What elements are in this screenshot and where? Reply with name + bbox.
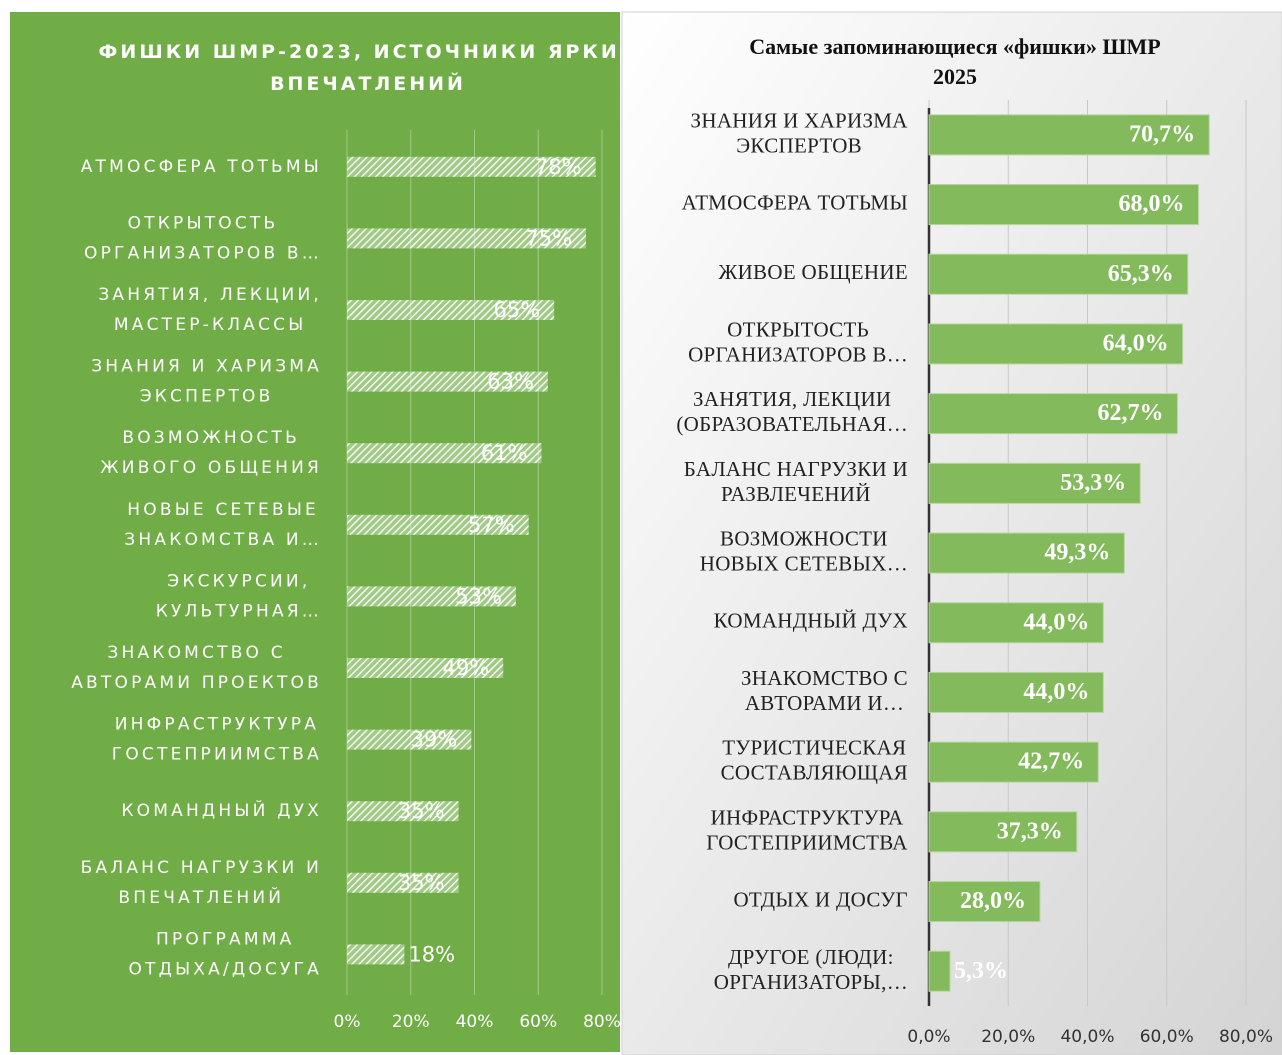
y-tick-label: КОМАНДНЫЙ ДУХ (121, 799, 322, 821)
data-label: 63% (487, 370, 534, 394)
y-tick-label: ЭКСКУРСИИ, КУЛЬТУРНАЯ… (156, 571, 322, 621)
bar (347, 228, 587, 249)
data-label: 44,0% (1023, 609, 1089, 635)
data-label: 44,0% (1023, 679, 1089, 705)
data-label: 70,7% (1129, 121, 1195, 147)
chart-title: ФИШКИ ШМР-2023, ИСТОЧНИКИ ЯРКИХ ВПЕЧАТЛЕН… (99, 41, 638, 95)
data-label: 65% (494, 298, 541, 322)
bar (928, 602, 1104, 644)
data-label: 68,0% (1118, 191, 1184, 217)
y-tick-label: НОВЫЕ СЕТЕВЫЕ ЗНАКОМСТВА И… (124, 500, 322, 550)
x-tick-label: 0% (334, 1012, 361, 1032)
bar (928, 323, 1184, 365)
bar (347, 371, 548, 392)
y-tick-label: ЗНАКОМСТВО С АВТОРАМИ ПРОЕКТОВ (71, 643, 322, 693)
bar (347, 872, 459, 893)
y-tick-label: ЖИВОЕ ОБЩЕНИЕ (718, 260, 908, 284)
data-label: 57% (468, 513, 515, 537)
y-tick-label: ЗНАКОМСТВО С АВТОРАМИ И… (741, 666, 908, 715)
y-tick-label: ИНФРАСТРУКТУРА ГОСТЕПРИИМСТВА (706, 805, 908, 854)
bar (928, 462, 1141, 504)
y-tick-label: АТМОСФЕРА ТОТЬМЫ (682, 190, 908, 214)
bar (347, 729, 472, 750)
bar (347, 944, 405, 965)
data-label: 35% (398, 871, 445, 895)
y-tick-label: ОТКРЫТОСТЬ ОРГАНИЗАТОРОВ В… (84, 213, 322, 263)
bar (347, 156, 596, 177)
bar (347, 658, 504, 678)
x-tick-label: 40% (456, 1012, 494, 1032)
bar (928, 671, 1104, 713)
data-label: 35% (398, 799, 445, 823)
bar (347, 586, 516, 607)
bar (928, 881, 1041, 923)
y-tick-label: ЗАНЯТИЯ, ЛЕКЦИИ, МАСТЕР-КЛАССЫ (98, 285, 322, 335)
bar (928, 253, 1189, 295)
bar (347, 801, 459, 822)
y-tick-label: ПРОГРАММА ОТДЫХА/ДОСУГА (128, 929, 322, 979)
y-tick-label: ВОЗМОЖНОСТЬ ЖИВОГО ОБЩЕНИЯ (100, 428, 322, 478)
x-tick-label: 20% (392, 1012, 430, 1032)
data-label: 61% (481, 441, 528, 465)
bar (347, 443, 542, 464)
bar (347, 300, 555, 320)
bar (928, 393, 1178, 435)
bar (928, 950, 951, 992)
x-tick-label: 0,0% (907, 1027, 950, 1047)
bar (347, 514, 529, 535)
chart-title: Самые запоминающиеся «фишки» ШМР 2025 (749, 34, 1160, 89)
data-label: 62,7% (1097, 400, 1163, 426)
x-tick-label: 20,0% (981, 1027, 1035, 1047)
y-tick-label: АТМОСФЕРА ТОТЬМЫ (81, 157, 322, 177)
x-tick-label: 80,0% (1219, 1027, 1273, 1047)
data-label: 53,3% (1060, 470, 1126, 496)
data-label: 53% (455, 584, 502, 608)
data-label: 78% (535, 155, 582, 179)
bar (928, 811, 1078, 853)
y-tick-label: ВОЗМОЖНОСТИ НОВЫХ СЕТЕВЫХ… (700, 526, 908, 575)
x-tick-label: 40,0% (1060, 1027, 1114, 1047)
y-tick-label: ТУРИСТИЧЕСКАЯ СОСТАВЛЯЮЩАЯ (721, 735, 908, 784)
x-tick-label: 80% (583, 1012, 621, 1032)
x-tick-label: 60% (519, 1012, 557, 1032)
bar (928, 114, 1210, 156)
x-tick-label: 60,0% (1140, 1027, 1194, 1047)
y-tick-label: ОТДЫХ И ДОСУГ (733, 887, 908, 911)
y-tick-label: БАЛАНС НАГРУЗКИ И ВПЕЧАТЛЕНИЙ (81, 858, 322, 908)
y-tick-label: ЗНАНИЯ И ХАРИЗМА ЭКСПЕРТОВ (91, 357, 322, 407)
data-label: 65,3% (1108, 261, 1174, 287)
y-tick-label: ДРУГОЕ (ЛЮДИ: ОРГАНИЗАТОРЫ,… (714, 945, 908, 994)
data-label: 49% (443, 656, 490, 680)
y-tick-label: ЗНАНИЯ И ХАРИЗМА ЭКСПЕРТОВ (691, 108, 909, 157)
data-label: 64,0% (1103, 330, 1169, 356)
data-label: 18% (408, 942, 455, 966)
data-label: 75% (525, 226, 572, 250)
y-tick-label: КОМАНДНЫЙ ДУХ (714, 609, 908, 633)
bar (928, 184, 1199, 226)
data-label: 37,3% (997, 818, 1063, 844)
data-label: 28,0% (960, 888, 1026, 914)
bar (928, 741, 1099, 783)
data-label: 5,3% (954, 958, 1008, 984)
data-label: 39% (411, 728, 458, 752)
data-label: 42,7% (1018, 749, 1084, 775)
y-tick-label: ОТКРЫТОСТЬ ОРГАНИЗАТОРОВ В… (688, 317, 908, 366)
bar (928, 532, 1125, 574)
y-tick-label: ИНФРАСТРУКТУРА ГОСТЕПРИИМСТВА (112, 715, 322, 765)
y-tick-label: ЗАНЯТИЯ, ЛЕКЦИИ (ОБРАЗОВАТЕЛЬНАЯ… (676, 387, 908, 436)
y-tick-label: БАЛАНС НАГРУЗКИ И РАЗВЛЕЧЕНИЙ (684, 457, 908, 506)
data-label: 49,3% (1044, 540, 1110, 566)
